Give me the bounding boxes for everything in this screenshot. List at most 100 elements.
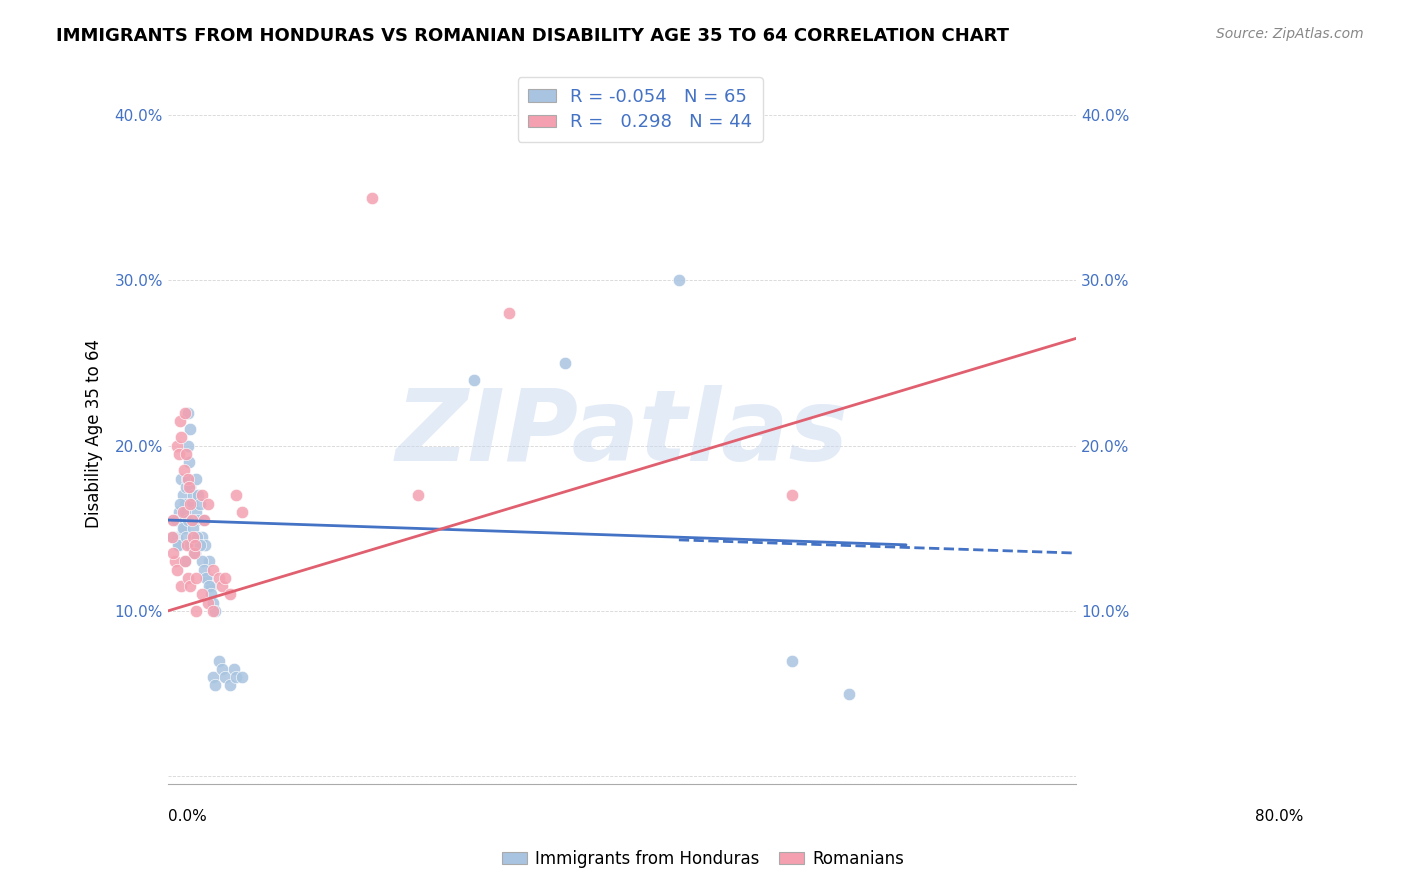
Legend: R = -0.054   N = 65, R =   0.298   N = 44: R = -0.054 N = 65, R = 0.298 N = 44 [517, 77, 763, 142]
Point [173, 521, 195, 535]
Point [174, 530, 197, 544]
Point [219, 587, 242, 601]
Point [193, 563, 215, 577]
Point [197, 579, 219, 593]
Point [181, 530, 204, 544]
Point [211, 579, 233, 593]
Point [668, 273, 690, 287]
Point [197, 571, 219, 585]
Point [186, 604, 208, 618]
Point [187, 488, 209, 502]
Point [498, 306, 520, 320]
Point [176, 538, 198, 552]
Point [167, 505, 190, 519]
Point [169, 496, 191, 510]
Point [170, 430, 193, 444]
Point [188, 538, 211, 552]
Point [176, 472, 198, 486]
Point [211, 662, 233, 676]
Point [200, 579, 222, 593]
Point [197, 496, 219, 510]
Point [179, 579, 201, 593]
Point [463, 373, 485, 387]
Point [222, 662, 245, 676]
Point [174, 447, 197, 461]
Point [191, 488, 214, 502]
Point [194, 538, 217, 552]
Point [162, 546, 184, 560]
Point [406, 488, 429, 502]
Point [180, 513, 202, 527]
Point [231, 670, 253, 684]
Point [214, 670, 236, 684]
Point [179, 480, 201, 494]
Point [177, 513, 200, 527]
Point [167, 447, 190, 461]
Point [202, 604, 225, 618]
Point [169, 414, 191, 428]
Point [166, 563, 188, 577]
Point [172, 505, 194, 519]
Point [202, 670, 225, 684]
Point [179, 480, 201, 494]
Point [174, 480, 197, 494]
Point [782, 488, 804, 502]
Point [193, 513, 215, 527]
Point [193, 513, 215, 527]
Point [167, 538, 190, 552]
Point [191, 587, 214, 601]
Point [186, 472, 208, 486]
Point [186, 505, 208, 519]
Point [191, 530, 214, 544]
Point [202, 563, 225, 577]
Point [186, 530, 208, 544]
Point [838, 687, 860, 701]
Point [186, 513, 208, 527]
Text: 0.0%: 0.0% [167, 809, 207, 824]
Point [167, 538, 190, 552]
Point [197, 596, 219, 610]
Point [180, 496, 202, 510]
Point [179, 496, 201, 510]
Point [177, 406, 200, 420]
Point [208, 653, 231, 667]
Point [162, 530, 184, 544]
Point [184, 538, 207, 552]
Point [184, 546, 207, 560]
Point [177, 472, 200, 486]
Point [554, 356, 576, 370]
Text: Source: ZipAtlas.com: Source: ZipAtlas.com [1216, 27, 1364, 41]
Point [181, 488, 204, 502]
Point [181, 521, 204, 535]
Text: 80.0%: 80.0% [1256, 809, 1303, 824]
Point [173, 496, 195, 510]
Point [173, 463, 195, 477]
Point [195, 571, 218, 585]
Point [163, 554, 186, 568]
Point [782, 653, 804, 667]
Point [188, 496, 211, 510]
Text: ZIPatlas: ZIPatlas [395, 384, 849, 482]
Point [186, 571, 208, 585]
Point [170, 579, 193, 593]
Point [165, 513, 187, 527]
Point [179, 455, 201, 469]
Point [361, 191, 384, 205]
Point [191, 554, 214, 568]
Point [170, 472, 193, 486]
Point [173, 554, 195, 568]
Point [197, 554, 219, 568]
Point [166, 439, 188, 453]
Point [208, 571, 231, 585]
Point [172, 488, 194, 502]
Point [231, 505, 253, 519]
Point [162, 513, 184, 527]
Point [202, 596, 225, 610]
Point [179, 538, 201, 552]
Point [162, 513, 184, 527]
Point [177, 571, 200, 585]
Point [173, 505, 195, 519]
Point [183, 546, 205, 560]
Point [162, 530, 184, 544]
Point [204, 604, 226, 618]
